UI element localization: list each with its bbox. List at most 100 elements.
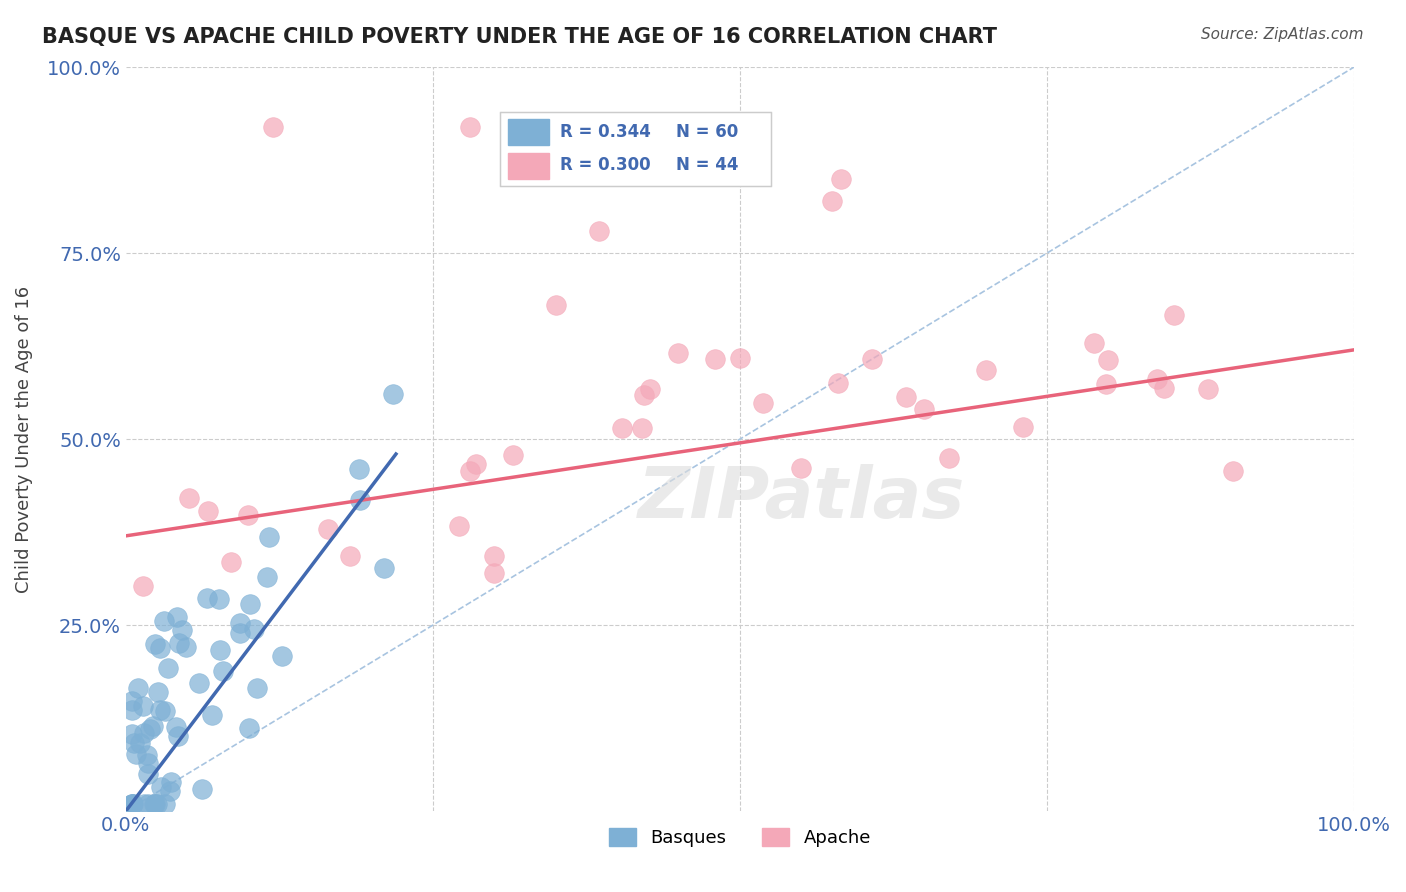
Point xyxy=(134,797,156,811)
Point xyxy=(136,747,159,762)
Point xyxy=(149,703,172,717)
Point xyxy=(157,661,180,675)
Point xyxy=(558,149,581,163)
Point xyxy=(174,640,197,654)
Point xyxy=(153,797,176,811)
Point xyxy=(238,508,260,522)
Point xyxy=(239,597,262,611)
Point xyxy=(638,382,661,396)
Point xyxy=(458,464,481,478)
Point xyxy=(588,224,610,238)
Point xyxy=(121,703,143,717)
Point xyxy=(211,664,233,678)
Point xyxy=(382,386,405,401)
Point xyxy=(257,530,280,544)
Point xyxy=(1083,335,1105,350)
Point xyxy=(121,797,143,811)
Point xyxy=(167,729,190,743)
Point xyxy=(150,780,173,794)
Point xyxy=(484,566,506,580)
Point xyxy=(1222,465,1244,479)
Point xyxy=(165,720,187,734)
Point xyxy=(238,721,260,735)
Point xyxy=(339,549,361,563)
Point xyxy=(1197,382,1219,396)
Point xyxy=(153,705,176,719)
Point xyxy=(821,194,844,208)
Point xyxy=(1094,377,1116,392)
Point xyxy=(751,395,773,409)
Point xyxy=(1153,381,1175,395)
Point xyxy=(262,120,284,134)
Point xyxy=(728,351,751,366)
Point xyxy=(129,736,152,750)
Point xyxy=(143,637,166,651)
Point xyxy=(160,775,183,789)
Point xyxy=(610,421,633,435)
Point xyxy=(143,797,166,811)
Point xyxy=(465,458,488,472)
Point xyxy=(208,591,231,606)
Point xyxy=(347,462,370,476)
Point xyxy=(153,614,176,628)
Point xyxy=(373,560,395,574)
Point xyxy=(502,448,524,462)
Point xyxy=(208,643,231,657)
Point xyxy=(170,624,193,638)
Point xyxy=(121,797,143,811)
Point xyxy=(243,622,266,636)
Point xyxy=(122,735,145,749)
Point xyxy=(167,636,190,650)
Point xyxy=(633,388,655,402)
Point xyxy=(188,676,211,690)
Point xyxy=(938,450,960,465)
Point xyxy=(136,756,159,771)
Point xyxy=(221,555,243,569)
Point xyxy=(894,390,917,404)
Point xyxy=(179,491,201,505)
Point xyxy=(668,346,690,360)
Point xyxy=(195,591,218,606)
Point xyxy=(484,549,506,563)
Point xyxy=(121,797,143,811)
Point xyxy=(121,727,143,741)
Point xyxy=(166,610,188,624)
Point xyxy=(827,376,849,390)
Point xyxy=(142,719,165,733)
Point xyxy=(544,298,567,312)
Point xyxy=(132,699,155,714)
Point xyxy=(228,626,250,640)
Point xyxy=(138,797,160,811)
Text: ZIPatlas: ZIPatlas xyxy=(637,464,965,533)
Text: Source: ZipAtlas.com: Source: ZipAtlas.com xyxy=(1201,27,1364,42)
Point xyxy=(912,401,935,416)
Point xyxy=(246,681,269,696)
Point xyxy=(146,684,169,698)
Point xyxy=(447,519,470,533)
Point xyxy=(136,766,159,780)
Point xyxy=(1163,308,1185,322)
Point xyxy=(349,492,371,507)
Point xyxy=(145,797,167,811)
Point xyxy=(630,421,652,435)
Point xyxy=(127,681,149,696)
Point xyxy=(256,569,278,583)
Point xyxy=(316,522,339,536)
Point xyxy=(197,503,219,517)
Legend: Basques, Apache: Basques, Apache xyxy=(602,821,879,855)
Point xyxy=(790,461,813,475)
Point xyxy=(830,171,852,186)
Point xyxy=(704,352,727,367)
Point xyxy=(229,615,252,630)
Point xyxy=(1146,372,1168,386)
Point xyxy=(159,784,181,798)
Point xyxy=(1097,353,1119,368)
Point xyxy=(121,797,143,811)
Point xyxy=(1012,419,1035,434)
Point xyxy=(974,363,997,377)
Point xyxy=(271,649,294,664)
Point xyxy=(201,708,224,723)
Point xyxy=(143,797,166,811)
Point xyxy=(149,640,172,655)
Point xyxy=(139,722,162,736)
